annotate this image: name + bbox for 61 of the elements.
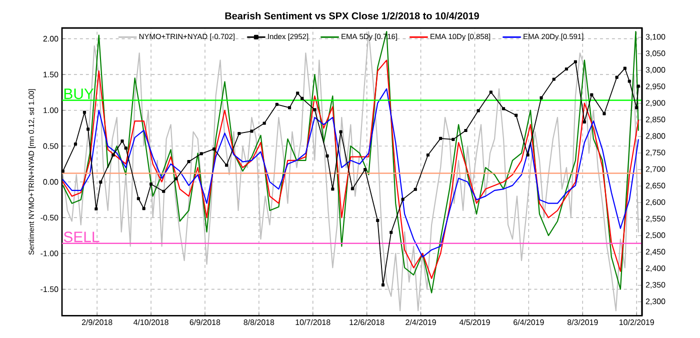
ref-line-label: SELL [64,232,100,242]
point [288,106,292,110]
point [296,92,300,95]
chart-title: Bearish Sentiment vs SPX Close 1/2/2018 to 10/4/2019 [225,12,479,20]
point [212,147,216,151]
point [124,146,128,150]
point [225,164,228,167]
point [623,66,626,70]
point [439,136,442,140]
point [112,153,115,157]
point [238,132,241,136]
point [564,67,568,71]
point [136,197,140,200]
point [200,152,203,156]
point [636,84,640,88]
point [540,96,543,100]
point [74,142,78,146]
point [99,180,102,184]
point [61,170,64,173]
point [262,122,266,125]
point [174,177,178,180]
point [381,283,385,286]
point [590,93,594,96]
point [275,102,278,106]
point [313,108,316,112]
point [331,188,334,191]
point [94,207,98,210]
point [635,106,638,110]
point [364,168,367,172]
point [514,114,518,117]
point [426,153,430,157]
point [350,187,354,190]
point [339,130,342,134]
point [401,198,404,201]
point [526,153,530,157]
ref-line-label: BUY [64,88,94,100]
point [187,160,190,164]
point [414,188,417,191]
point [149,182,153,186]
point [602,112,606,116]
point [476,109,480,112]
point [162,190,166,193]
point [82,110,86,114]
point [489,90,492,94]
point [615,76,618,79]
point [120,140,124,143]
point [142,207,146,210]
point [552,78,556,81]
point [628,80,631,83]
point [300,96,304,100]
point [452,138,455,141]
point [464,128,468,132]
point [390,230,393,234]
point [502,107,506,110]
point [86,128,90,131]
point [250,130,254,133]
point [326,154,329,158]
point [582,120,586,124]
point [376,218,380,222]
line-series [62,88,639,258]
point [574,60,578,64]
